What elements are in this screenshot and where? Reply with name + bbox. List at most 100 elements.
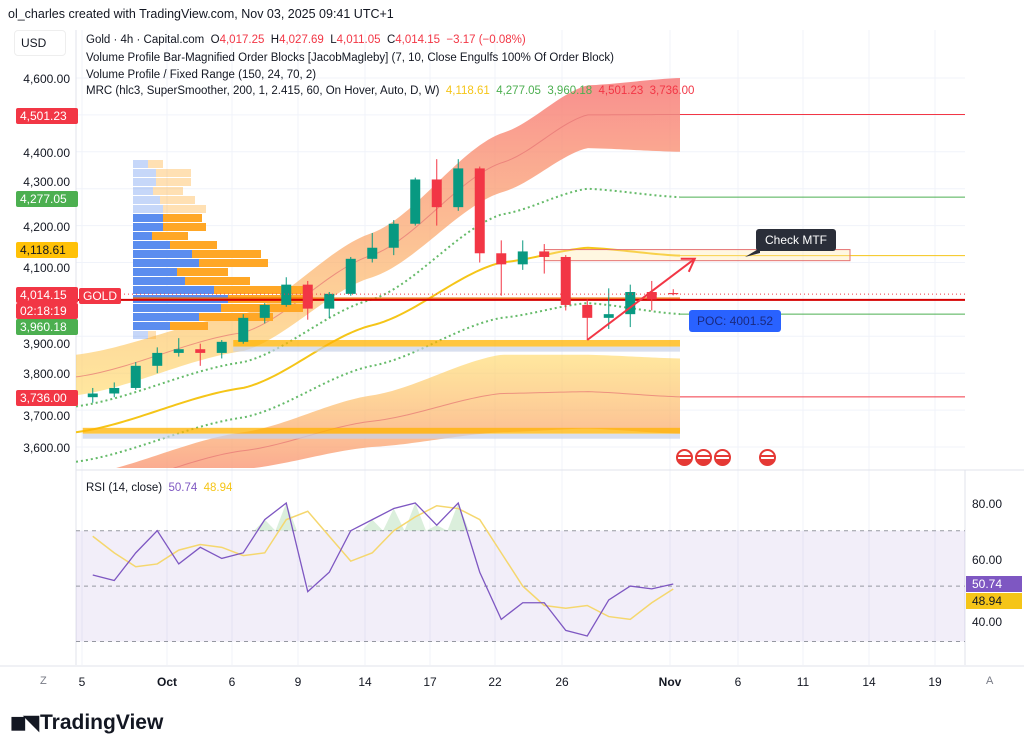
countdown-badge: 02:18:19: [16, 303, 78, 319]
volume-profile-down-bar: [148, 331, 156, 339]
mrc-upper-mid-badge: 4,277.05: [16, 191, 78, 207]
order-block-shadow: [233, 346, 680, 352]
rsi-ma-badge: 48.94: [966, 593, 1022, 609]
symbol-legend[interactable]: Gold · 4h · Capital.com O4,017.25 H4,027…: [86, 33, 526, 47]
price-tick: 4,100.00: [23, 261, 70, 275]
mrc-upper-band: [76, 78, 680, 396]
rsi-line: [92, 501, 674, 637]
auto-scale-a-button[interactable]: A: [986, 675, 994, 687]
rsi-title: RSI (14, close): [86, 482, 163, 494]
volume-profile-down-bar: [153, 187, 183, 195]
tradingview-logo[interactable]: ◼◥ TradingView: [10, 710, 163, 735]
mrc-mean-badge: 4,118.61: [16, 242, 78, 258]
time-label: 17: [423, 675, 437, 689]
indicator-legend-order-blocks[interactable]: Volume Profile Bar-Magnified Order Block…: [86, 52, 614, 64]
price-tick: 4,200.00: [23, 220, 70, 234]
open-value: 4,017.25: [219, 34, 265, 46]
rsi-tick: 40.00: [972, 615, 1003, 629]
time-label: 9: [294, 675, 302, 689]
volume-profile-down-bar: [170, 322, 208, 330]
volume-profile-up-bar: [133, 304, 221, 312]
volume-profile-up-bar: [133, 277, 185, 285]
price-tick: 3,900.00: [23, 337, 70, 351]
low-value: 4,011.05: [336, 34, 381, 46]
time-label: 22: [488, 675, 502, 689]
price-tick: 4,600.00: [23, 72, 70, 86]
mrc-mean-line: [76, 246, 681, 434]
rsi-value: 50.74: [168, 482, 198, 494]
check-mtf-zone: [543, 249, 851, 262]
candle-body: [345, 258, 356, 294]
open-label: O: [210, 34, 220, 46]
candle-body: [453, 168, 464, 208]
indicator-legend-mrc[interactable]: MRC (hlc3, SuperSmoother, 200, 1, 2.415,…: [86, 84, 694, 98]
poc-label[interactable]: POC: 4001.52: [689, 310, 782, 332]
candle-body: [324, 293, 335, 309]
close-label: C: [386, 34, 396, 46]
candle-body: [388, 223, 399, 248]
volume-profile-down-bar: [160, 196, 195, 204]
low-label: L: [330, 34, 337, 46]
time-label: 11: [796, 675, 810, 689]
check-mtf-callout[interactable]: Check MTF: [756, 229, 837, 251]
mrc-name: MRC (hlc3, SuperSmoother, 200, 1, 2.415,…: [86, 85, 440, 97]
volume-profile-down-bar: [199, 313, 273, 321]
price-tick: 4,300.00: [23, 175, 70, 189]
volume-profile-down-bar: [163, 205, 206, 213]
volume-profile-down-bar: [152, 232, 188, 240]
candle-body: [410, 179, 421, 224]
candle-body: [87, 393, 98, 398]
rsi-background-band: [76, 530, 965, 642]
rsi-overbought-fill: [426, 525, 448, 531]
volume-profile-down-bar: [185, 277, 250, 285]
volume-profile-up-bar: [133, 268, 177, 276]
projection-arrowhead: [680, 257, 697, 273]
candle-body: [367, 247, 378, 259]
price-tick: 3,600.00: [23, 441, 70, 455]
us-flag-event-icon[interactable]: [695, 449, 712, 466]
mrc-mean-value: 4,118.61: [445, 85, 490, 97]
candle-body: [259, 304, 270, 318]
rsi-overbought-fill: [447, 503, 469, 531]
event-markers[interactable]: [670, 449, 776, 466]
high-value: 4,027.69: [279, 34, 324, 46]
candle-body: [474, 168, 485, 254]
rsi-tick: 60.00: [972, 553, 1003, 567]
volume-profile-down-bar: [156, 169, 191, 177]
volume-profile-up-bar: [133, 313, 199, 321]
time-label: Oct: [156, 675, 178, 689]
candle-body: [109, 387, 120, 394]
volume-profile-up-bar: [133, 205, 163, 213]
chart-credit: ol_charles created with TradingView.com,…: [8, 7, 394, 21]
indicator-legend-volume-profile[interactable]: Volume Profile / Fixed Range (150, 24, 7…: [86, 69, 317, 81]
us-flag-event-icon[interactable]: [714, 449, 731, 466]
rsi-legend[interactable]: RSI (14, close) 50.74 48.94: [86, 481, 232, 495]
candle-body: [625, 292, 636, 315]
volume-profile-up-bar: [133, 331, 148, 339]
mrc-upper-value: 4,501.23: [598, 85, 644, 97]
us-flag-event-icon[interactable]: [676, 449, 693, 466]
order-block-shadow: [82, 433, 680, 439]
candle-body: [216, 341, 227, 353]
volume-profile-up-bar: [133, 232, 152, 240]
auto-scale-z-button[interactable]: Z: [40, 675, 47, 687]
price-tick: 3,700.00: [23, 409, 70, 423]
mrc-lower-mid-value: 3,960.18: [547, 85, 593, 97]
volume-profile-down-bar: [163, 214, 202, 222]
candle-body: [173, 349, 184, 353]
logo-text: TradingView: [39, 710, 164, 734]
rsi-overbought-fill: [361, 519, 383, 531]
currency-selector[interactable]: USD: [14, 30, 66, 56]
rsi-overbought-fill: [383, 508, 405, 531]
projection-arrow: [586, 258, 696, 341]
volume-profile-down-bar: [163, 223, 206, 231]
volume-profile-up-bar: [133, 322, 170, 330]
rsi-badge: 50.74: [966, 576, 1022, 592]
volume-profile-up-bar: [133, 196, 160, 204]
volume-profile-down-bar: [170, 241, 217, 249]
volume-profile-up-bar: [133, 214, 163, 222]
candle-body: [302, 284, 313, 309]
us-flag-event-icon[interactable]: [759, 449, 776, 466]
time-label: 14: [862, 675, 876, 689]
